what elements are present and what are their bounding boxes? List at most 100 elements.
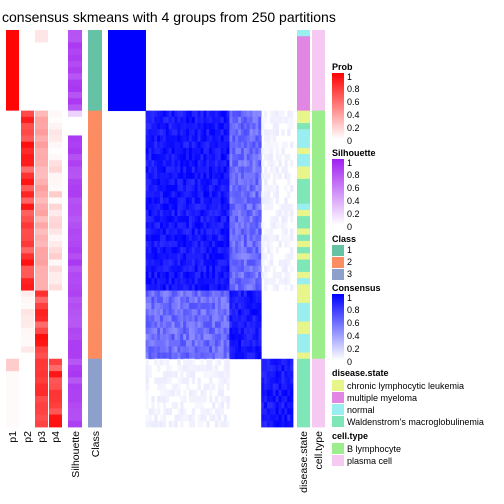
consensus-cell bbox=[168, 309, 172, 316]
consensus-cell bbox=[145, 371, 149, 378]
consensus-cell bbox=[165, 166, 170, 174]
prob-cell-p2 bbox=[21, 402, 34, 409]
consensus-cell bbox=[157, 123, 161, 130]
consensus-cell bbox=[226, 290, 230, 298]
consensus-cell bbox=[226, 265, 230, 273]
class-cell bbox=[88, 377, 102, 384]
consensus-cell bbox=[226, 402, 230, 409]
consensus-cell bbox=[214, 395, 219, 403]
consensus-cell bbox=[252, 160, 256, 167]
consensus-cell bbox=[186, 228, 190, 236]
consensus-cell bbox=[194, 253, 199, 260]
consensus-cell bbox=[214, 278, 219, 285]
prob-cell-p2 bbox=[21, 147, 34, 155]
consensus-cell bbox=[255, 321, 259, 329]
consensus-cell bbox=[264, 265, 268, 273]
consensus-cell bbox=[269, 160, 274, 167]
consensus-cell bbox=[238, 116, 242, 124]
consensus-cell bbox=[258, 265, 262, 273]
cell-type-cell bbox=[312, 197, 325, 205]
disease-state-cell bbox=[297, 85, 310, 93]
consensus-cell bbox=[261, 253, 265, 260]
consensus-cell bbox=[212, 278, 216, 285]
consensus-cell bbox=[238, 172, 242, 180]
consensus-cell bbox=[186, 253, 190, 260]
consensus-cell bbox=[162, 129, 167, 136]
consensus-cell bbox=[249, 271, 253, 279]
consensus-cell bbox=[188, 253, 193, 260]
consensus-cell bbox=[214, 147, 219, 155]
consensus-cell bbox=[177, 172, 181, 180]
consensus-cell bbox=[206, 383, 210, 391]
prob-cell-p4 bbox=[49, 358, 62, 366]
prob-cell-p4 bbox=[49, 92, 62, 99]
consensus-cell bbox=[171, 346, 175, 353]
consensus-cell bbox=[162, 414, 167, 422]
consensus-cell bbox=[287, 234, 291, 242]
consensus-cell bbox=[226, 302, 230, 310]
consensus-cell bbox=[261, 191, 265, 198]
consensus-cell bbox=[290, 203, 294, 211]
consensus-cell bbox=[269, 408, 274, 415]
label-disease-state: disease.state bbox=[298, 431, 310, 493]
consensus-cell bbox=[255, 247, 259, 254]
consensus-cell bbox=[252, 234, 256, 242]
consensus-cell bbox=[200, 247, 204, 254]
legend-consensus-tick: 0.6 bbox=[347, 318, 360, 328]
consensus-cell bbox=[226, 172, 230, 180]
consensus-cell bbox=[203, 222, 207, 229]
consensus-cell bbox=[139, 36, 144, 43]
consensus-cell bbox=[229, 197, 233, 205]
consensus-cell bbox=[128, 61, 132, 68]
consensus-cell bbox=[186, 309, 190, 316]
consensus-cell bbox=[240, 247, 245, 254]
consensus-cell bbox=[246, 278, 251, 285]
consensus-cell bbox=[200, 216, 204, 223]
prob-cell-p2 bbox=[21, 364, 34, 372]
consensus-cell bbox=[203, 296, 207, 304]
prob-cell-p4 bbox=[49, 402, 62, 409]
consensus-cell bbox=[180, 414, 184, 422]
legend-disease-label: normal bbox=[347, 405, 375, 415]
legend-disease-label: multiple myeloma bbox=[347, 393, 417, 403]
consensus-cell bbox=[269, 228, 274, 236]
consensus-cell bbox=[290, 234, 294, 242]
consensus-cell bbox=[290, 228, 294, 236]
prob-cell-p1 bbox=[6, 333, 19, 341]
silhouette-cell bbox=[68, 172, 82, 180]
cell-type-cell bbox=[312, 160, 325, 167]
class-cell bbox=[88, 92, 102, 99]
silhouette-cell bbox=[68, 54, 82, 62]
consensus-cell bbox=[229, 302, 233, 310]
consensus-cell bbox=[165, 240, 170, 248]
consensus-cell bbox=[162, 346, 167, 353]
consensus-cell bbox=[258, 278, 262, 285]
consensus-cell bbox=[191, 154, 196, 161]
consensus-cell bbox=[154, 185, 158, 192]
consensus-cell bbox=[243, 147, 248, 155]
consensus-cell bbox=[232, 178, 236, 186]
consensus-cell bbox=[266, 414, 271, 422]
consensus-cell bbox=[238, 271, 242, 279]
consensus-cell bbox=[246, 247, 251, 254]
consensus-cell bbox=[191, 166, 196, 174]
consensus-cell bbox=[232, 172, 236, 180]
consensus-cell bbox=[142, 92, 146, 99]
cell-type-cell bbox=[312, 67, 325, 74]
consensus-cell bbox=[168, 178, 172, 186]
consensus-cell bbox=[200, 191, 204, 198]
consensus-cell bbox=[200, 129, 204, 136]
disease-state-cell bbox=[297, 247, 310, 254]
consensus-cell bbox=[134, 73, 138, 81]
consensus-cell bbox=[220, 247, 225, 254]
consensus-cell bbox=[194, 389, 199, 397]
consensus-cell bbox=[148, 228, 152, 236]
prob-cell-p3 bbox=[35, 222, 48, 229]
consensus-cell bbox=[209, 358, 213, 366]
consensus-cell bbox=[162, 247, 167, 254]
consensus-cell bbox=[188, 352, 193, 360]
consensus-cell bbox=[217, 240, 222, 248]
consensus-cell bbox=[226, 129, 230, 136]
consensus-cell bbox=[148, 178, 152, 186]
prob-cell-p1 bbox=[6, 135, 19, 143]
